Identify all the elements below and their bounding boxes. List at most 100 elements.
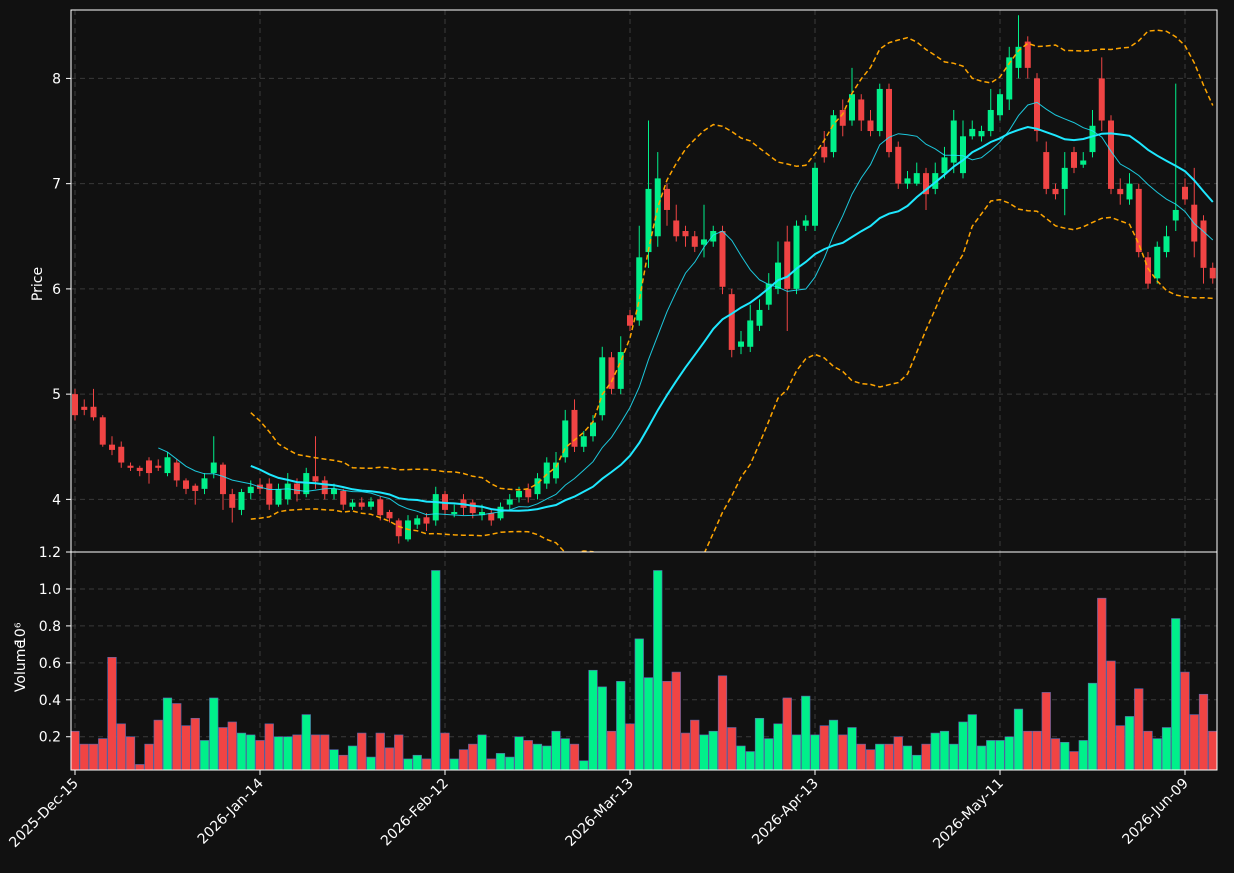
candle-body (386, 512, 393, 519)
volume-bar (986, 740, 996, 771)
volume-tick-label: 0.8 (39, 619, 61, 635)
candle-body (275, 488, 282, 505)
volume-bar (320, 734, 330, 771)
candle-body (627, 315, 633, 326)
candle-body (738, 341, 744, 347)
volume-bar (523, 740, 533, 771)
volume-bar (995, 740, 1005, 771)
candle-body (895, 146, 902, 184)
candle-body (608, 357, 615, 389)
volume-bar (1189, 714, 1199, 771)
candle-body (331, 488, 337, 495)
candle-body (395, 520, 402, 537)
volume-tick-label: 0.4 (39, 693, 61, 709)
volume-bar (218, 727, 228, 771)
candle-body (451, 512, 458, 515)
candle-body (710, 231, 717, 242)
volume-bar (135, 764, 145, 771)
volume-bar (394, 734, 404, 771)
candle-body (802, 220, 809, 226)
candle-body (645, 188, 652, 253)
volume-bar (690, 719, 700, 771)
candle-body (1209, 267, 1216, 279)
volume-bar (1171, 618, 1181, 771)
volume-bar (875, 743, 885, 771)
candle-body (81, 406, 88, 410)
y-tick-label: 7 (52, 177, 61, 193)
volume-bar (764, 738, 774, 771)
volume-bar (773, 723, 783, 771)
candle-body (599, 357, 606, 416)
volume-bar (375, 732, 385, 771)
candle-body (312, 476, 319, 482)
volume-bar (255, 740, 265, 771)
volume-bar (801, 695, 811, 771)
candle-body (294, 483, 300, 495)
candle-body (1006, 57, 1013, 100)
volume-bar (1097, 597, 1107, 771)
candle-body (997, 94, 1003, 116)
candle-body (516, 490, 522, 498)
volume-bar (532, 743, 543, 771)
candle-body (506, 499, 513, 505)
candle-body (682, 231, 689, 237)
candle-body (654, 178, 661, 237)
price-frame (70, 9, 1218, 553)
volume-bar (1180, 671, 1190, 771)
candle-body (1034, 78, 1040, 132)
candle-body (146, 460, 152, 474)
volume-bar (958, 721, 968, 771)
volume-bar (310, 734, 321, 771)
volume-bar (838, 734, 848, 771)
candle-body (950, 120, 957, 163)
volume-bar (847, 727, 857, 771)
volume-bar (569, 743, 580, 771)
grid (66, 10, 1217, 775)
candle-body (617, 352, 624, 389)
candle-body (118, 446, 125, 463)
volume-bar (329, 749, 339, 771)
volume-bar (514, 736, 524, 771)
volume-bar (1078, 740, 1088, 771)
candle-body (858, 99, 865, 121)
candle-body (1080, 160, 1087, 165)
candle-body (913, 173, 920, 184)
volume-bar (1023, 730, 1033, 771)
candle-body (90, 406, 97, 418)
volume-axis-label: Volume (13, 640, 29, 692)
volume-bar (717, 675, 728, 771)
volume-tick-label: 1.2 (39, 545, 61, 561)
candle-body (358, 502, 365, 507)
volume-bar (1115, 725, 1125, 771)
bollinger-upper (250, 29, 1214, 491)
candle-body (1154, 246, 1161, 279)
indicators (158, 29, 1214, 552)
candle-body (691, 236, 698, 247)
volume-bar (107, 657, 117, 771)
candle-body (525, 488, 532, 498)
candle-body (1089, 125, 1096, 153)
volume-bar (440, 732, 450, 771)
volume-bar (634, 638, 644, 771)
volume-bar (273, 736, 284, 771)
candle-body (867, 120, 874, 132)
volume-bar (347, 745, 358, 771)
volume-tick-label: 0.2 (39, 730, 61, 746)
candle-body (109, 444, 115, 450)
candle-body (1182, 186, 1188, 200)
candle-body (673, 220, 680, 237)
candle-body (1117, 188, 1124, 195)
volume-bar (338, 754, 348, 771)
volume-bar (616, 681, 626, 771)
volume-bar (1161, 727, 1172, 771)
volume-bar (144, 743, 154, 771)
candle-body (349, 502, 356, 507)
volume-bar (209, 697, 219, 771)
volume-bar (902, 745, 913, 771)
candle-body (1172, 209, 1179, 221)
candle-body (284, 483, 291, 500)
volume-bar (264, 723, 274, 771)
volume-bar (366, 756, 376, 771)
volume-bar (486, 758, 496, 771)
y-tick-label: 8 (52, 71, 61, 87)
